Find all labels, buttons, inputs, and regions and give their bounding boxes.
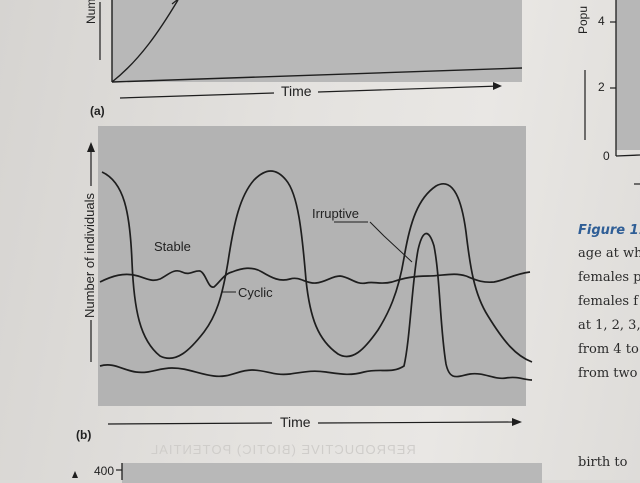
caption-line-3: females f	[578, 294, 639, 309]
panel-c-tick-400: 400	[94, 464, 115, 478]
caption-line-5: from 4 to	[578, 342, 639, 357]
right-tick-2: 2	[598, 80, 605, 94]
panel-b-tag: (b)	[76, 428, 92, 442]
panel-c-plot-area	[122, 463, 542, 483]
caption-line-4: at 1, 2, 3,	[578, 318, 640, 333]
label-cyclic: Cyclic	[238, 285, 273, 300]
body-text-fragment: birth to	[578, 455, 628, 470]
panel-a-plot-area	[112, 0, 522, 82]
right-tick-4: 4	[598, 14, 605, 28]
label-irruptive: Irruptive	[312, 206, 359, 221]
caption-line-2: females p	[578, 270, 640, 285]
right-tick-0: 0	[603, 149, 610, 163]
panel-a-tag: (a)	[90, 104, 105, 118]
caption-line-6: from two	[578, 366, 638, 381]
cyclic-curve	[101, 170, 533, 363]
figure-caption-title: Figure 11.	[578, 223, 640, 238]
panel-b-xlabel: Time	[280, 414, 311, 430]
stable-curve	[99, 267, 531, 288]
irruptive-curve	[99, 232, 533, 381]
label-stable: Stable	[154, 239, 191, 254]
panel-a-xlabel: Time	[281, 83, 312, 99]
right-panel-plot-area	[616, 0, 640, 150]
caption-line-1: age at wh	[578, 246, 640, 261]
right-panel-ylabel-fragment: Popu	[576, 5, 590, 34]
panel-b-plot-area	[98, 126, 526, 406]
